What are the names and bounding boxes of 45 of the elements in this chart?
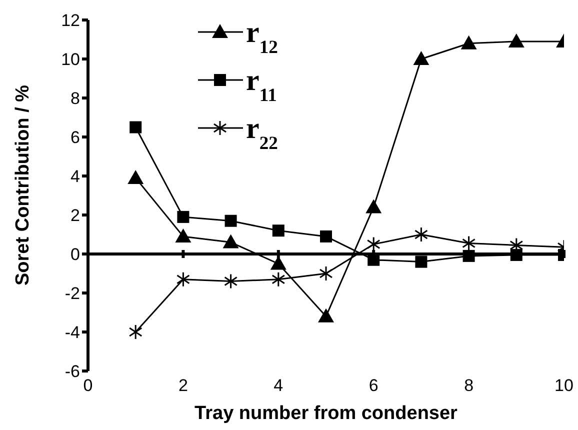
point bbox=[222, 234, 239, 248]
y-tick-label: -2 bbox=[64, 284, 80, 304]
point bbox=[175, 228, 192, 242]
point bbox=[415, 256, 428, 268]
y-tick-label: -4 bbox=[64, 323, 80, 342]
point bbox=[462, 236, 476, 252]
point bbox=[510, 248, 522, 261]
legend-label: r$_{11}$ bbox=[246, 64, 277, 106]
point bbox=[460, 35, 477, 50]
x-axis-title: Tray number from condenser bbox=[194, 403, 458, 424]
point bbox=[224, 214, 237, 227]
x-tick-label: 10 bbox=[554, 376, 574, 395]
y-tick-label: 6 bbox=[70, 128, 80, 148]
point bbox=[366, 236, 380, 252]
point bbox=[272, 224, 284, 237]
point bbox=[319, 266, 333, 282]
y-tick-label: -6 bbox=[64, 362, 80, 382]
legend-label: r$_{12}$ bbox=[246, 16, 278, 58]
legend-label: r$_{22}$ bbox=[246, 112, 278, 154]
y-tick-label: 12 bbox=[61, 11, 80, 30]
y-axis-title: Soret Contribution / % bbox=[12, 84, 34, 286]
point bbox=[270, 256, 286, 270]
point bbox=[413, 51, 430, 65]
point bbox=[128, 170, 144, 184]
x-tick-label: 0 bbox=[83, 376, 93, 395]
point bbox=[320, 230, 332, 242]
x-tick-label: 6 bbox=[368, 376, 378, 395]
y-tick-label: 8 bbox=[70, 89, 80, 108]
point bbox=[224, 274, 238, 290]
point bbox=[366, 199, 382, 214]
x-tick-label: 4 bbox=[274, 376, 284, 395]
point bbox=[318, 308, 334, 322]
point bbox=[508, 33, 524, 48]
point bbox=[414, 226, 428, 242]
x-tick-label: 2 bbox=[178, 376, 188, 395]
y-tick-label: 2 bbox=[70, 206, 80, 226]
point bbox=[130, 121, 142, 134]
y-tick-label: 0 bbox=[70, 245, 80, 264]
y-tick-label: 4 bbox=[70, 167, 80, 186]
point bbox=[272, 272, 286, 288]
point bbox=[177, 210, 190, 223]
point bbox=[176, 272, 190, 288]
y-tick-label: 10 bbox=[61, 50, 80, 70]
point bbox=[128, 324, 142, 340]
x-tick-label: 8 bbox=[464, 376, 474, 395]
